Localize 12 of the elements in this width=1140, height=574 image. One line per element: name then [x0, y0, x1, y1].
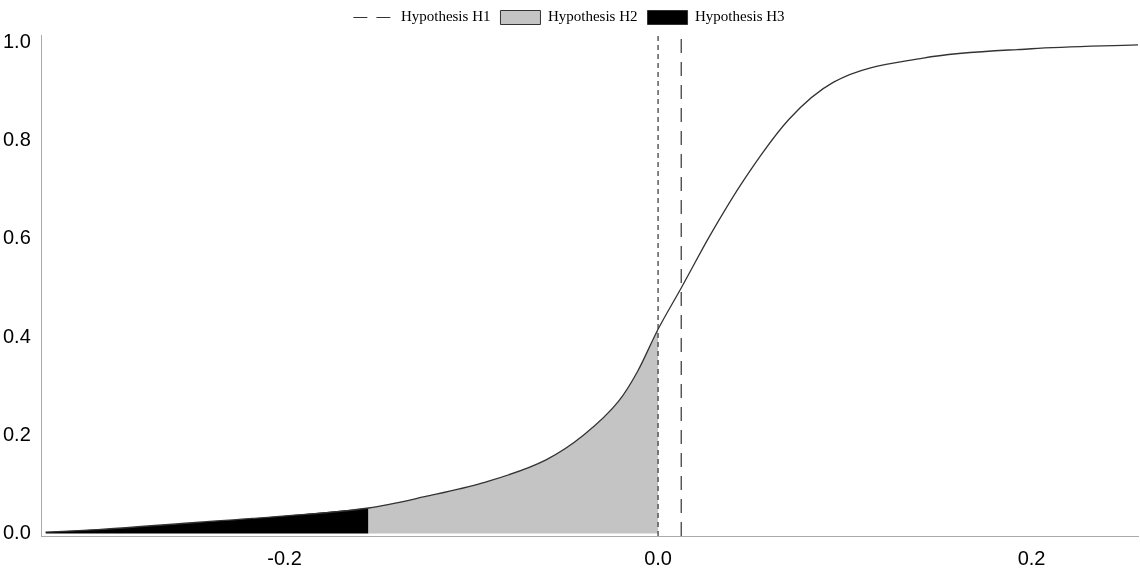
y-tick-label: 0.6 [2, 226, 31, 249]
x-tick-label: 0.0 [644, 546, 672, 569]
y-tick-label: 1.0 [2, 29, 31, 52]
y-tick-label: 0.0 [2, 521, 31, 544]
y-tick-label: 0.4 [2, 324, 31, 347]
legend-label: Hypothesis H3 [695, 8, 785, 25]
x-tick-label: -0.2 [267, 546, 302, 569]
y-tick-label: 0.2 [2, 422, 31, 445]
y-tick-label: 0.8 [2, 128, 31, 151]
x-tick-label: 0.2 [1017, 546, 1046, 569]
legend-label: Hypothesis H2 [547, 8, 638, 25]
legend-label: Hypothesis H1 [400, 8, 491, 25]
